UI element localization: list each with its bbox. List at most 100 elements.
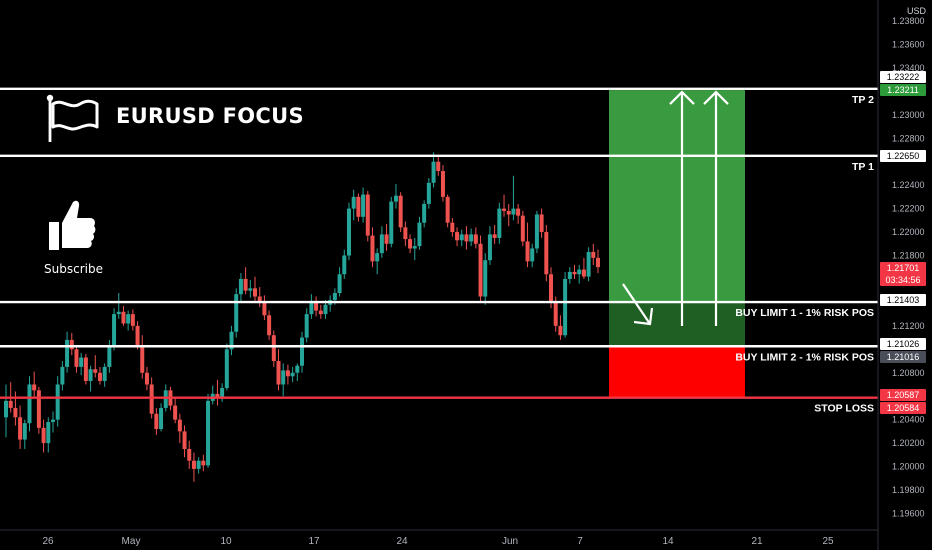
candle-body: [295, 365, 300, 373]
price-tick: 1.19800: [892, 485, 925, 495]
time-tick: 14: [662, 536, 674, 547]
subscribe-label[interactable]: Subscribe: [44, 262, 103, 276]
candle-body: [577, 269, 582, 275]
candle-body: [163, 390, 168, 408]
candle-body: [502, 208, 507, 211]
candle-body: [487, 234, 492, 261]
flag-icon: [46, 94, 99, 142]
candle-body: [69, 339, 74, 350]
candle-body: [469, 234, 474, 242]
price-tick: 1.22200: [892, 204, 925, 214]
candle-body: [112, 314, 117, 346]
candle-body: [431, 161, 436, 183]
candle-body: [18, 417, 23, 440]
level-lines: TP 2 TP 1 BUY LIMIT 1 - 1% RISK POS BUY LIM…: [0, 87, 878, 415]
candle-body: [440, 171, 445, 197]
level-label: TP 2: [852, 94, 874, 106]
time-tick: 25: [822, 536, 834, 547]
candle-body: [36, 390, 41, 428]
candle-body: [159, 407, 164, 430]
candle-body: [300, 337, 304, 366]
candle-body: [375, 253, 380, 262]
candle-body: [398, 195, 403, 228]
price-label-box: [880, 402, 926, 414]
candle-body: [262, 302, 267, 316]
time-tick: 7: [577, 536, 583, 547]
candle-body: [116, 311, 121, 315]
price-tick: 1.23400: [892, 63, 925, 73]
time-tick: 24: [396, 536, 408, 547]
candle-body: [224, 349, 229, 388]
candle-body: [553, 302, 558, 326]
candle-body: [544, 232, 549, 275]
position-zones: [609, 90, 745, 398]
candle-body: [60, 366, 65, 385]
annotation-arrows: [622, 90, 729, 327]
price-label-box: [880, 294, 926, 306]
price-tick: 1.22400: [892, 180, 925, 190]
candle-body: [445, 196, 450, 223]
candle-body: [473, 234, 478, 244]
price-tick: 1.21800: [892, 251, 925, 261]
candle-body: [290, 372, 295, 377]
price-label: 1.20587: [887, 390, 920, 400]
candle-body: [389, 201, 394, 244]
candle-body: [248, 288, 253, 291]
candle-body: [22, 423, 27, 440]
candle-body: [361, 194, 366, 217]
countdown-label: 03:34:56: [885, 275, 920, 285]
time-tick: 21: [751, 536, 763, 547]
candle-body: [276, 361, 281, 385]
down-arrow: [622, 283, 651, 325]
candle-body: [511, 208, 516, 215]
candle-body: [464, 234, 469, 242]
time-tick: 10: [220, 536, 232, 547]
candle-body: [309, 301, 314, 315]
candle-body: [253, 288, 258, 297]
price-tick: 1.20200: [892, 438, 925, 448]
level-label: TP 1: [852, 161, 874, 173]
candle-body: [483, 260, 488, 297]
currency-label: USD: [907, 6, 927, 16]
candle-body: [365, 194, 370, 236]
candle-body: [492, 234, 497, 238]
take-profit-zone: [609, 90, 745, 303]
price-label: 1.23222: [887, 72, 920, 82]
price-label: 1.23211: [887, 85, 919, 95]
candle-body: [121, 311, 126, 324]
candle-body: [530, 248, 535, 262]
candle-body: [182, 431, 187, 449]
candle-body: [478, 243, 483, 297]
candle-body: [351, 196, 356, 209]
candle-body: [140, 345, 145, 373]
candle-body: [130, 314, 135, 326]
candle-body: [271, 335, 276, 362]
candle-body: [206, 400, 211, 466]
price-label-box: [880, 351, 926, 363]
level-label: BUY LIMIT 2 - 1% RISK POS: [735, 351, 874, 363]
candle-body: [220, 387, 225, 398]
level-label: STOP LOSS: [814, 403, 874, 415]
candle-body: [342, 255, 347, 275]
candle-body: [215, 393, 220, 398]
price-label: 1.21701: [887, 263, 920, 273]
candle-body: [154, 413, 159, 430]
candle-body: [384, 234, 389, 244]
candle-body: [50, 419, 55, 422]
price-label: 1.20584: [887, 403, 920, 413]
price-label-box: [880, 84, 926, 96]
candle-body: [107, 345, 112, 367]
stop-loss-zone: [609, 346, 745, 398]
candle-body: [281, 370, 286, 385]
candle-body: [572, 271, 577, 275]
price-label-box: [880, 71, 926, 83]
candle-body: [65, 339, 70, 367]
candle-body: [74, 349, 79, 367]
price-tick: 1.23800: [892, 16, 925, 26]
price-tick: 1.23000: [892, 110, 925, 120]
candle-body: [412, 246, 417, 249]
candle-body: [596, 257, 600, 268]
candle-body: [558, 325, 563, 336]
